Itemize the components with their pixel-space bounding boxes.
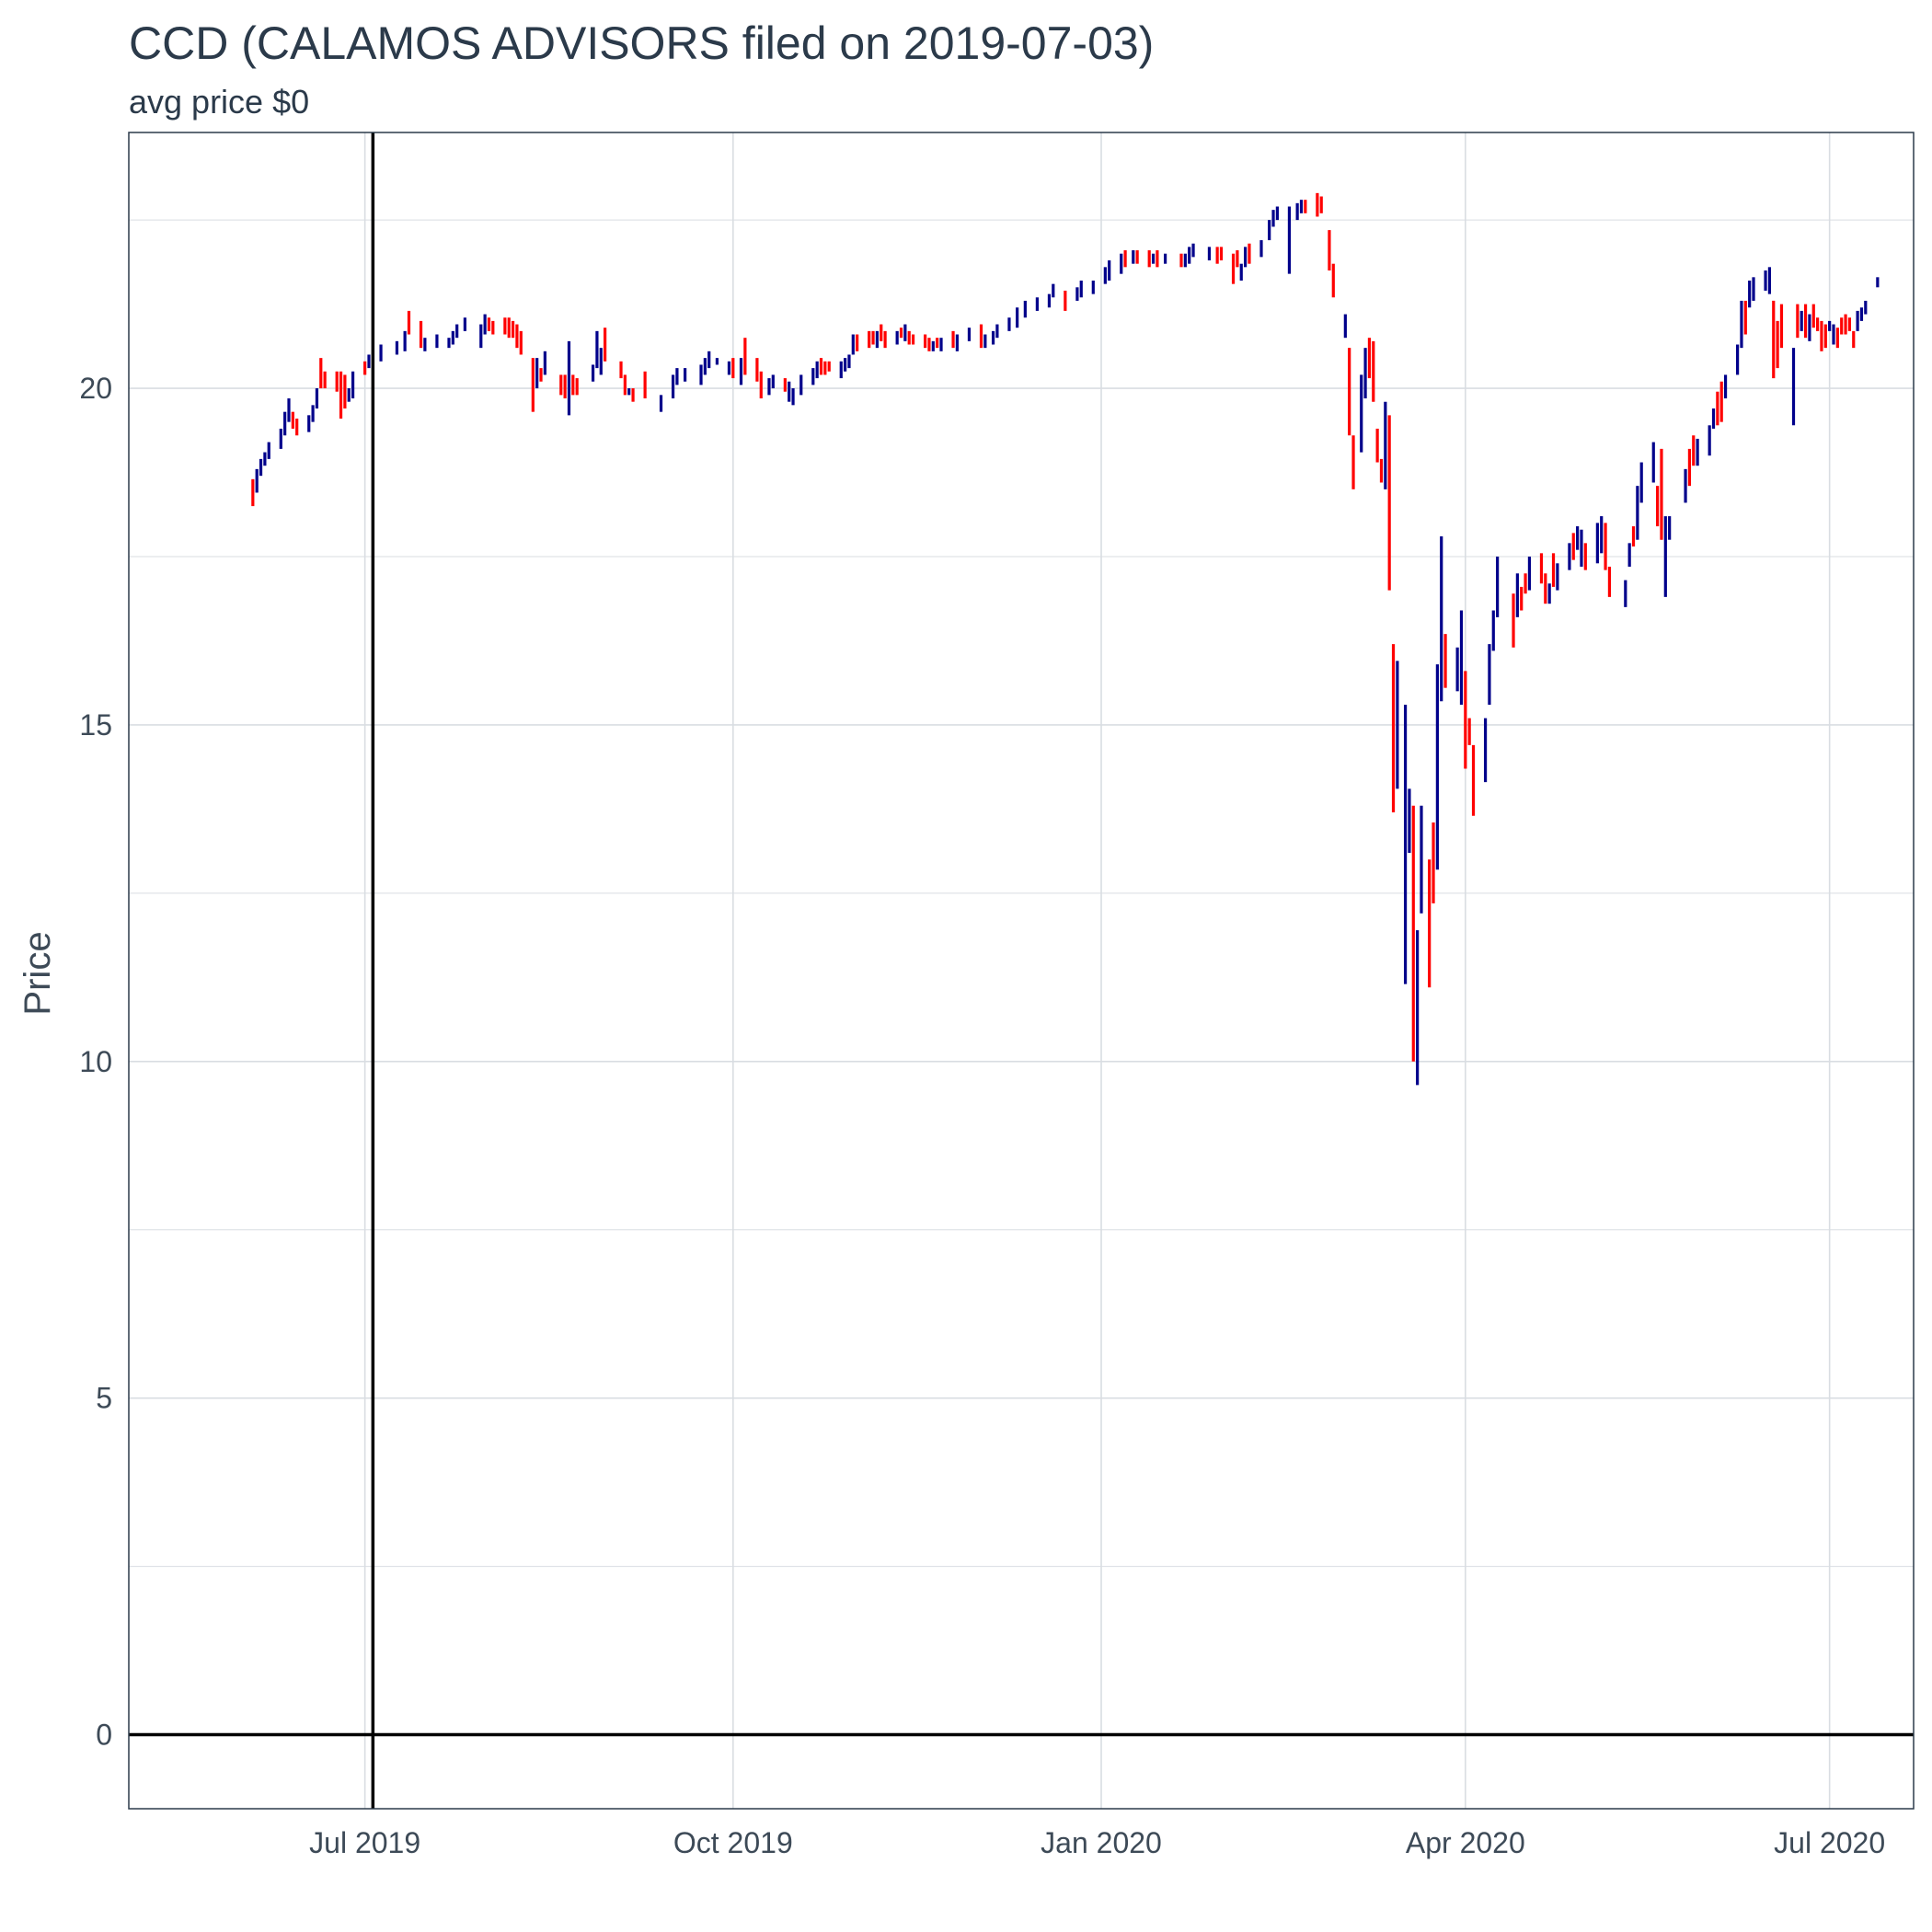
ohlc-bars (251, 192, 1880, 1086)
y-tick-label: 10 (79, 1045, 112, 1078)
y-tick-label: 15 (79, 708, 112, 742)
x-tick-label: Apr 2020 (1406, 1826, 1525, 1859)
x-tick-label: Jul 2020 (1774, 1826, 1885, 1859)
x-tick-label: Jul 2019 (309, 1826, 420, 1859)
plot-background (129, 132, 1914, 1809)
chart-title: CCD (CALAMOS ADVISORS filed on 2019-07-0… (129, 17, 1155, 69)
y-axis-label: Price (17, 931, 58, 1015)
x-tick-label: Oct 2019 (673, 1826, 793, 1859)
y-tick-label: 20 (79, 372, 112, 405)
plot-border (128, 132, 1915, 1810)
y-tick-label: 5 (96, 1382, 112, 1415)
x-tick-labels: Jul 2019 Oct 2019 Jan 2020 Apr 2020 Jul 2020 (309, 1826, 1885, 1859)
chart-subtitle: avg price $0 (129, 83, 310, 121)
reference-lines (129, 132, 1914, 1809)
x-tick-label: Jan 2020 (1041, 1826, 1162, 1859)
y-tick-labels: 0 5 10 15 20 (79, 372, 112, 1751)
y-tick-label: 0 (96, 1719, 112, 1752)
